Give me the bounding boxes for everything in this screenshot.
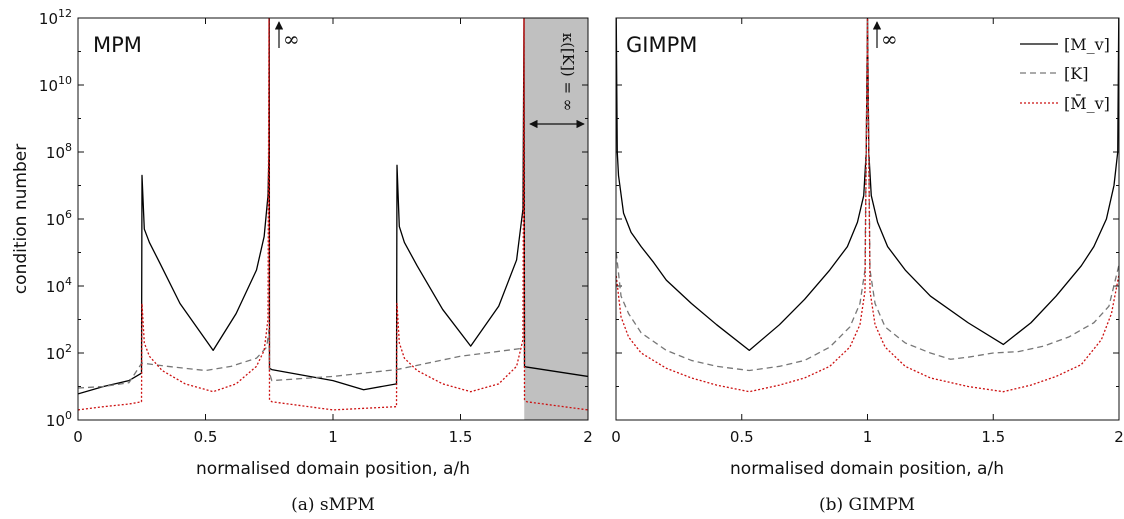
x-tick-label: 2	[583, 428, 593, 446]
legend-entry-mbar: [M̄_v]	[1020, 92, 1110, 113]
x-tick-label: 1	[863, 428, 873, 446]
y-axis-title: condition number	[11, 144, 31, 294]
series-line-mv-a	[78, 18, 588, 395]
series-line-mbar-a	[78, 18, 588, 411]
series-group-b	[616, 18, 1119, 393]
caption-a: (a) sMPM	[291, 495, 375, 515]
legend-entry-mv: [M_v]	[1020, 35, 1110, 54]
x-tick-label: 0	[611, 428, 621, 446]
kappa-infinity-label: κ([K]) = ∞	[559, 33, 577, 112]
y-tick-label: 104	[46, 275, 72, 296]
series-line-mbar-b	[616, 18, 1119, 393]
x-tick-label: 1.5	[981, 428, 1005, 446]
y-tick-label: 106	[46, 208, 72, 229]
y-tick-label: 1010	[39, 74, 72, 95]
infinity-label-b: ∞	[881, 27, 898, 51]
panel-smpm: 0 0.5 1 1.5 2 100 102 104 106 108 1010 1012 MPM con…	[11, 7, 593, 515]
axis-ticks-a: 0 0.5 1 1.5 2 100 102 104 106 108 1010 1012	[39, 7, 593, 446]
x-axis-title-b: normalised domain position, a/h	[730, 459, 1004, 479]
caption-b: (b) GIMPM	[819, 495, 915, 515]
panel-gimpm: 0 0.5 1 1.5 2 GIMPM normalised domain positi…	[611, 17, 1124, 515]
x-tick-label: 0.5	[730, 428, 754, 446]
legend-entry-k: [K]	[1020, 64, 1088, 83]
x-tick-label: 0	[73, 428, 83, 446]
x-tick-label: 2	[1114, 428, 1124, 446]
infinite-condition-region	[524, 18, 588, 420]
x-tick-label: 1	[328, 428, 338, 446]
legend: [M_v] [K] [M̄_v]	[1020, 35, 1110, 113]
legend-label-k: [K]	[1064, 64, 1088, 83]
plot-frame-a	[77, 17, 589, 421]
panel-label-gimpm: GIMPM	[626, 33, 697, 57]
y-tick-label: 100	[46, 409, 72, 430]
y-tick-label: 1012	[39, 7, 72, 28]
x-axis-title-a: normalised domain position, a/h	[196, 459, 470, 479]
series-line-k-b	[616, 18, 1119, 372]
series-line-k-a	[78, 328, 525, 389]
plot-frame-b	[615, 17, 1120, 421]
y-tick-label: 108	[46, 141, 72, 162]
x-tick-label: 1.5	[449, 428, 473, 446]
y-tick-label: 102	[46, 342, 72, 363]
legend-label-mbar: [M̄_v]	[1064, 92, 1110, 113]
legend-label-mv: [M_v]	[1064, 35, 1110, 54]
infinity-label-a: ∞	[283, 27, 300, 51]
x-tick-label: 0.5	[194, 428, 218, 446]
panel-label-mpm: MPM	[93, 33, 142, 57]
series-group-a	[78, 18, 588, 411]
